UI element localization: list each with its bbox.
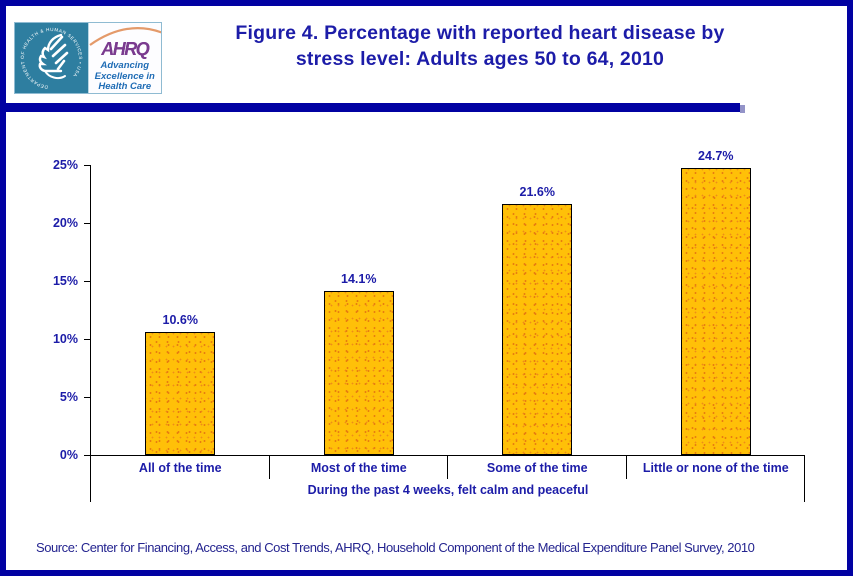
category-axis-right-tick [804, 455, 805, 502]
y-tick-mark [84, 339, 91, 340]
bar-value-label: 21.6% [519, 185, 555, 199]
x-axis-title: During the past 4 weeks, felt calm and p… [307, 483, 589, 497]
figure-title: Figure 4. Percentage with reported heart… [210, 20, 750, 72]
figure-title-line1: Figure 4. Percentage with reported heart… [235, 22, 725, 44]
y-tick-mark [84, 281, 91, 282]
bar-little-or-none-of-the-time [680, 168, 751, 455]
bar-all-of-the-time [145, 332, 216, 455]
category-label: Most of the time [310, 461, 407, 475]
figure-title-line2: stress level: Adults ages 50 to 64, 2010 [295, 48, 665, 70]
source-note: Source: Center for Financing, Access, an… [36, 540, 755, 555]
category-label: All of the time [138, 461, 222, 475]
bar-value-label: 24.7% [698, 149, 734, 163]
category-separator [447, 456, 448, 479]
y-tick-label-25: 25% [52, 158, 78, 172]
category-separator [626, 456, 627, 479]
header-divider-shadow [740, 105, 745, 113]
y-tick-label-20: 20% [52, 216, 78, 230]
bar-most-of-the-time [323, 291, 394, 455]
y-tick-label-0: 0% [59, 448, 78, 462]
ahrq-tagline: Advancing Excellence in Health Care [94, 60, 155, 92]
bar-value-label: 10.6% [162, 313, 198, 327]
y-tick-label-15: 15% [52, 274, 78, 288]
category-label: Little or none of the time [642, 461, 789, 475]
category-label: Some of the time [486, 461, 588, 475]
y-axis-line [90, 165, 91, 502]
bar-slot: 14.1% [270, 165, 449, 455]
hhs-logo-panel: DEPARTMENT OF HEALTH & HUMAN SERVICES • … [15, 23, 88, 93]
ahrq-hhs-logo: DEPARTMENT OF HEALTH & HUMAN SERVICES • … [14, 22, 162, 94]
ahrq-wordmark: AHRQ [101, 39, 149, 59]
y-tick-mark [84, 223, 91, 224]
y-tick-label-10: 10% [52, 332, 78, 346]
ahrq-arc-icon [88, 27, 161, 46]
svg-text:DEPARTMENT OF HEALTH & HUMAN S: DEPARTMENT OF HEALTH & HUMAN SERVICES • … [20, 27, 83, 90]
ahrq-logo-panel: AHRQ Advancing Excellence in Health Care [87, 23, 161, 93]
hhs-eagle-icon: DEPARTMENT OF HEALTH & HUMAN SERVICES • … [20, 27, 83, 90]
bar-slot: 24.7% [627, 149, 806, 455]
header-divider-rule [6, 103, 740, 112]
bar-value-label: 14.1% [341, 272, 377, 286]
plot-area: 10.6% 14.1% 21.6% 24.7% [91, 149, 806, 455]
bar-some-of-the-time [502, 204, 573, 455]
y-tick-mark [84, 165, 91, 166]
category-separator [269, 456, 270, 479]
x-axis-line [84, 455, 805, 456]
y-tick-label-5: 5% [59, 390, 78, 404]
bar-slot: 21.6% [448, 165, 627, 455]
y-tick-mark [84, 397, 91, 398]
category-label-row: All of the time Most of the time Some of… [91, 458, 805, 478]
bar-slot: 10.6% [91, 165, 270, 455]
